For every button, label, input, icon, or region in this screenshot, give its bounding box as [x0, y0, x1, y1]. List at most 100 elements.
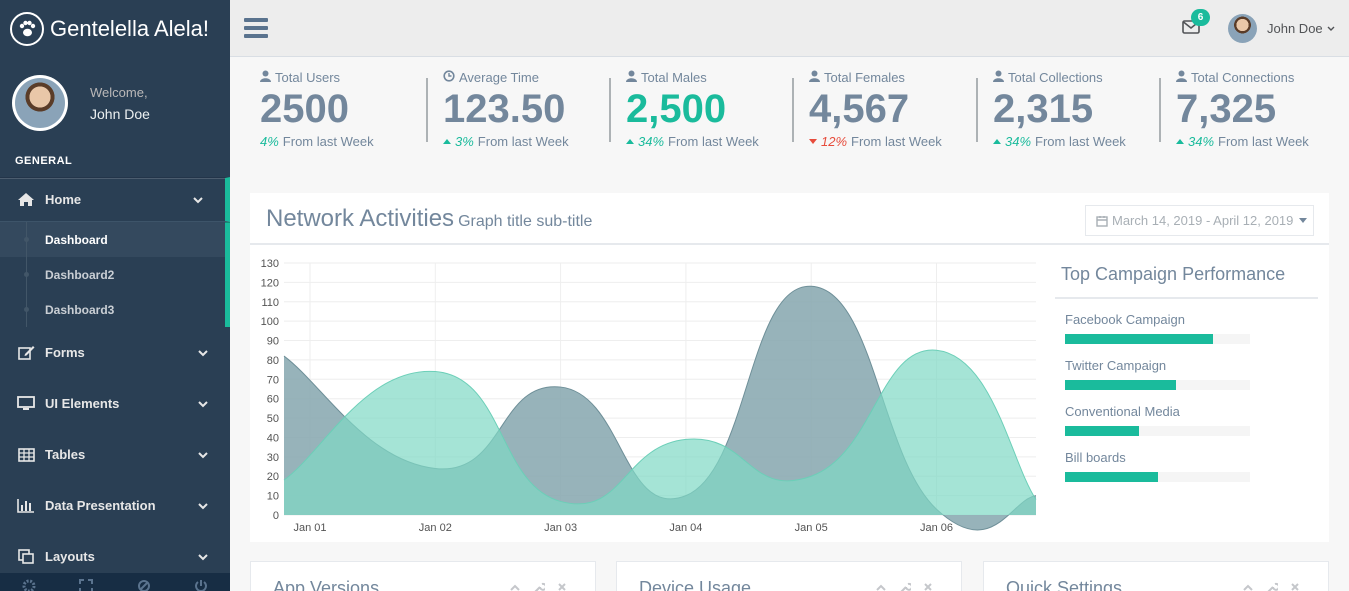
sidebar-item-data-presentation[interactable]: Data Presentation	[0, 480, 230, 531]
campaign-row: Twitter Campaign	[1055, 358, 1318, 390]
chevron-down-icon	[198, 502, 208, 509]
stat-label-text: Total Females	[824, 70, 905, 85]
stat-value: 4,567	[809, 87, 910, 131]
top-nav: 6 John Doe	[230, 0, 1349, 57]
y-tick-label: 60	[267, 394, 279, 406]
y-tick-label: 80	[267, 355, 279, 367]
chevron-up-icon[interactable]	[1242, 582, 1254, 591]
campaign-progress-bar	[1065, 426, 1250, 436]
stat-tile: Average Time 123.50 3% From last Week	[426, 70, 626, 160]
user-icon	[1176, 70, 1191, 85]
chevron-up-icon[interactable]	[509, 582, 521, 591]
panel-title: App Versions	[273, 578, 380, 591]
home-submenu: Dashboard Dashboard2 Dashboard3	[0, 222, 230, 327]
stat-value: 123.50	[443, 87, 566, 131]
table-icon	[16, 447, 36, 462]
x-tick-label: Jan 04	[669, 522, 702, 534]
stats-row: Total Users 2500 4% From last Week Average T…	[230, 58, 1349, 168]
campaign-label: Conventional Media	[1065, 404, 1180, 419]
date-range-text: March 14, 2019 - April 12, 2019	[1112, 213, 1294, 228]
y-tick-label: 100	[261, 316, 279, 328]
wrench-icon[interactable]	[1266, 582, 1278, 591]
panel-title: Network Activities Graph title sub-title	[266, 205, 592, 233]
trend-up-icon	[626, 139, 634, 144]
trend-down-icon	[809, 139, 817, 144]
stat-label-text: Average Time	[459, 70, 539, 85]
stat-footer-text: From last Week	[1035, 134, 1126, 149]
panel-tools	[875, 582, 933, 591]
campaign-progress-fill	[1065, 334, 1213, 344]
chevron-up-icon[interactable]	[875, 582, 887, 591]
stat-tile: Total Connections 7,325 34% From last Week	[1159, 70, 1349, 160]
sidebar-item-tables[interactable]: Tables	[0, 429, 230, 480]
sidebar-item-home[interactable]: Home	[0, 177, 230, 222]
menu-toggle-icon[interactable]	[244, 18, 268, 38]
stat-label: Average Time	[443, 70, 626, 85]
panel-title: Quick Settings	[1006, 578, 1123, 591]
sidebar-item-label: Tables	[45, 447, 86, 462]
chevron-down-icon	[198, 451, 208, 458]
stat-percent: 3%	[455, 134, 474, 149]
stat-percent: 34%	[1005, 134, 1032, 149]
power-icon[interactable]	[173, 573, 231, 591]
app-versions-panel: App Versions	[250, 561, 596, 591]
calendar-icon	[1096, 215, 1108, 227]
close-icon[interactable]	[1290, 582, 1300, 591]
settings-icon[interactable]	[0, 573, 58, 591]
wrench-icon[interactable]	[533, 582, 545, 591]
user-menu[interactable]: John Doe	[1228, 14, 1336, 43]
sidebar-item-label: Forms	[45, 345, 85, 360]
stat-footer-text: From last Week	[1218, 134, 1309, 149]
campaign-progress-fill	[1065, 472, 1158, 482]
quick-settings-panel: Quick Settings	[983, 561, 1329, 591]
sidebar-item-ui-elements[interactable]: UI Elements	[0, 378, 230, 429]
close-icon[interactable]	[923, 582, 933, 591]
stat-label-text: Total Males	[641, 70, 707, 85]
y-tick-label: 70	[267, 374, 279, 386]
wrench-icon[interactable]	[899, 582, 911, 591]
sidebar: Gentelella Alela! Welcome, John Doe GENE…	[0, 0, 230, 591]
chevron-down-icon	[193, 196, 203, 203]
sidebar-item-forms[interactable]: Forms	[0, 327, 230, 378]
series-area	[284, 350, 1036, 515]
stat-divider	[426, 78, 428, 142]
avatar	[1228, 14, 1257, 43]
fullscreen-icon[interactable]	[58, 573, 116, 591]
sidebar-subitem-dashboard2[interactable]: Dashboard2	[0, 257, 225, 292]
profile: Welcome, John Doe	[0, 57, 230, 149]
y-tick-label: 0	[273, 510, 279, 522]
stat-divider	[609, 78, 611, 142]
brand[interactable]: Gentelella Alela!	[0, 0, 230, 57]
y-tick-label: 130	[261, 258, 279, 270]
series-line	[283, 349, 1037, 505]
stat-label-text: Total Users	[275, 70, 341, 85]
stat-tile: Total Males 2,500 34% From last Week	[609, 70, 809, 160]
stat-label: Total Users	[260, 70, 443, 85]
caret-down-icon	[1299, 218, 1308, 223]
stat-label: Total Connections	[1176, 70, 1349, 85]
campaign-progress-bar	[1065, 334, 1250, 344]
y-tick-label: 120	[261, 277, 279, 289]
stat-tile: Total Females 4,567 12% From last Week	[792, 70, 992, 160]
stat-label-text: Total Collections	[1008, 70, 1103, 85]
campaign-performance: Top Campaign Performance Facebook Campai…	[1055, 253, 1318, 482]
stat-value: 2,315	[993, 87, 1094, 131]
sidebar-subitem-dashboard[interactable]: Dashboard	[0, 222, 225, 257]
chevron-down-icon	[198, 553, 208, 560]
mail-count-badge: 6	[1191, 9, 1210, 26]
lock-icon[interactable]	[115, 573, 173, 591]
stat-footer: 34% From last Week	[993, 134, 1176, 149]
date-range-picker[interactable]: March 14, 2019 - April 12, 2019	[1085, 205, 1314, 236]
sidebar-subitem-dashboard3[interactable]: Dashboard3	[0, 292, 225, 327]
campaign-progress-fill	[1065, 380, 1176, 390]
campaign-progress-fill	[1065, 426, 1139, 436]
stat-label: Total Males	[626, 70, 809, 85]
sidebar-item-layouts[interactable]: Layouts	[0, 531, 230, 582]
close-icon[interactable]	[557, 582, 567, 591]
chevron-down-icon	[198, 349, 208, 356]
chevron-down-icon	[1327, 26, 1335, 31]
stat-tile: Total Collections 2,315 34% From last Week	[976, 70, 1176, 160]
x-tick-label: Jan 06	[920, 522, 953, 534]
campaign-label: Facebook Campaign	[1065, 312, 1185, 327]
trend-up-icon	[1176, 139, 1184, 144]
